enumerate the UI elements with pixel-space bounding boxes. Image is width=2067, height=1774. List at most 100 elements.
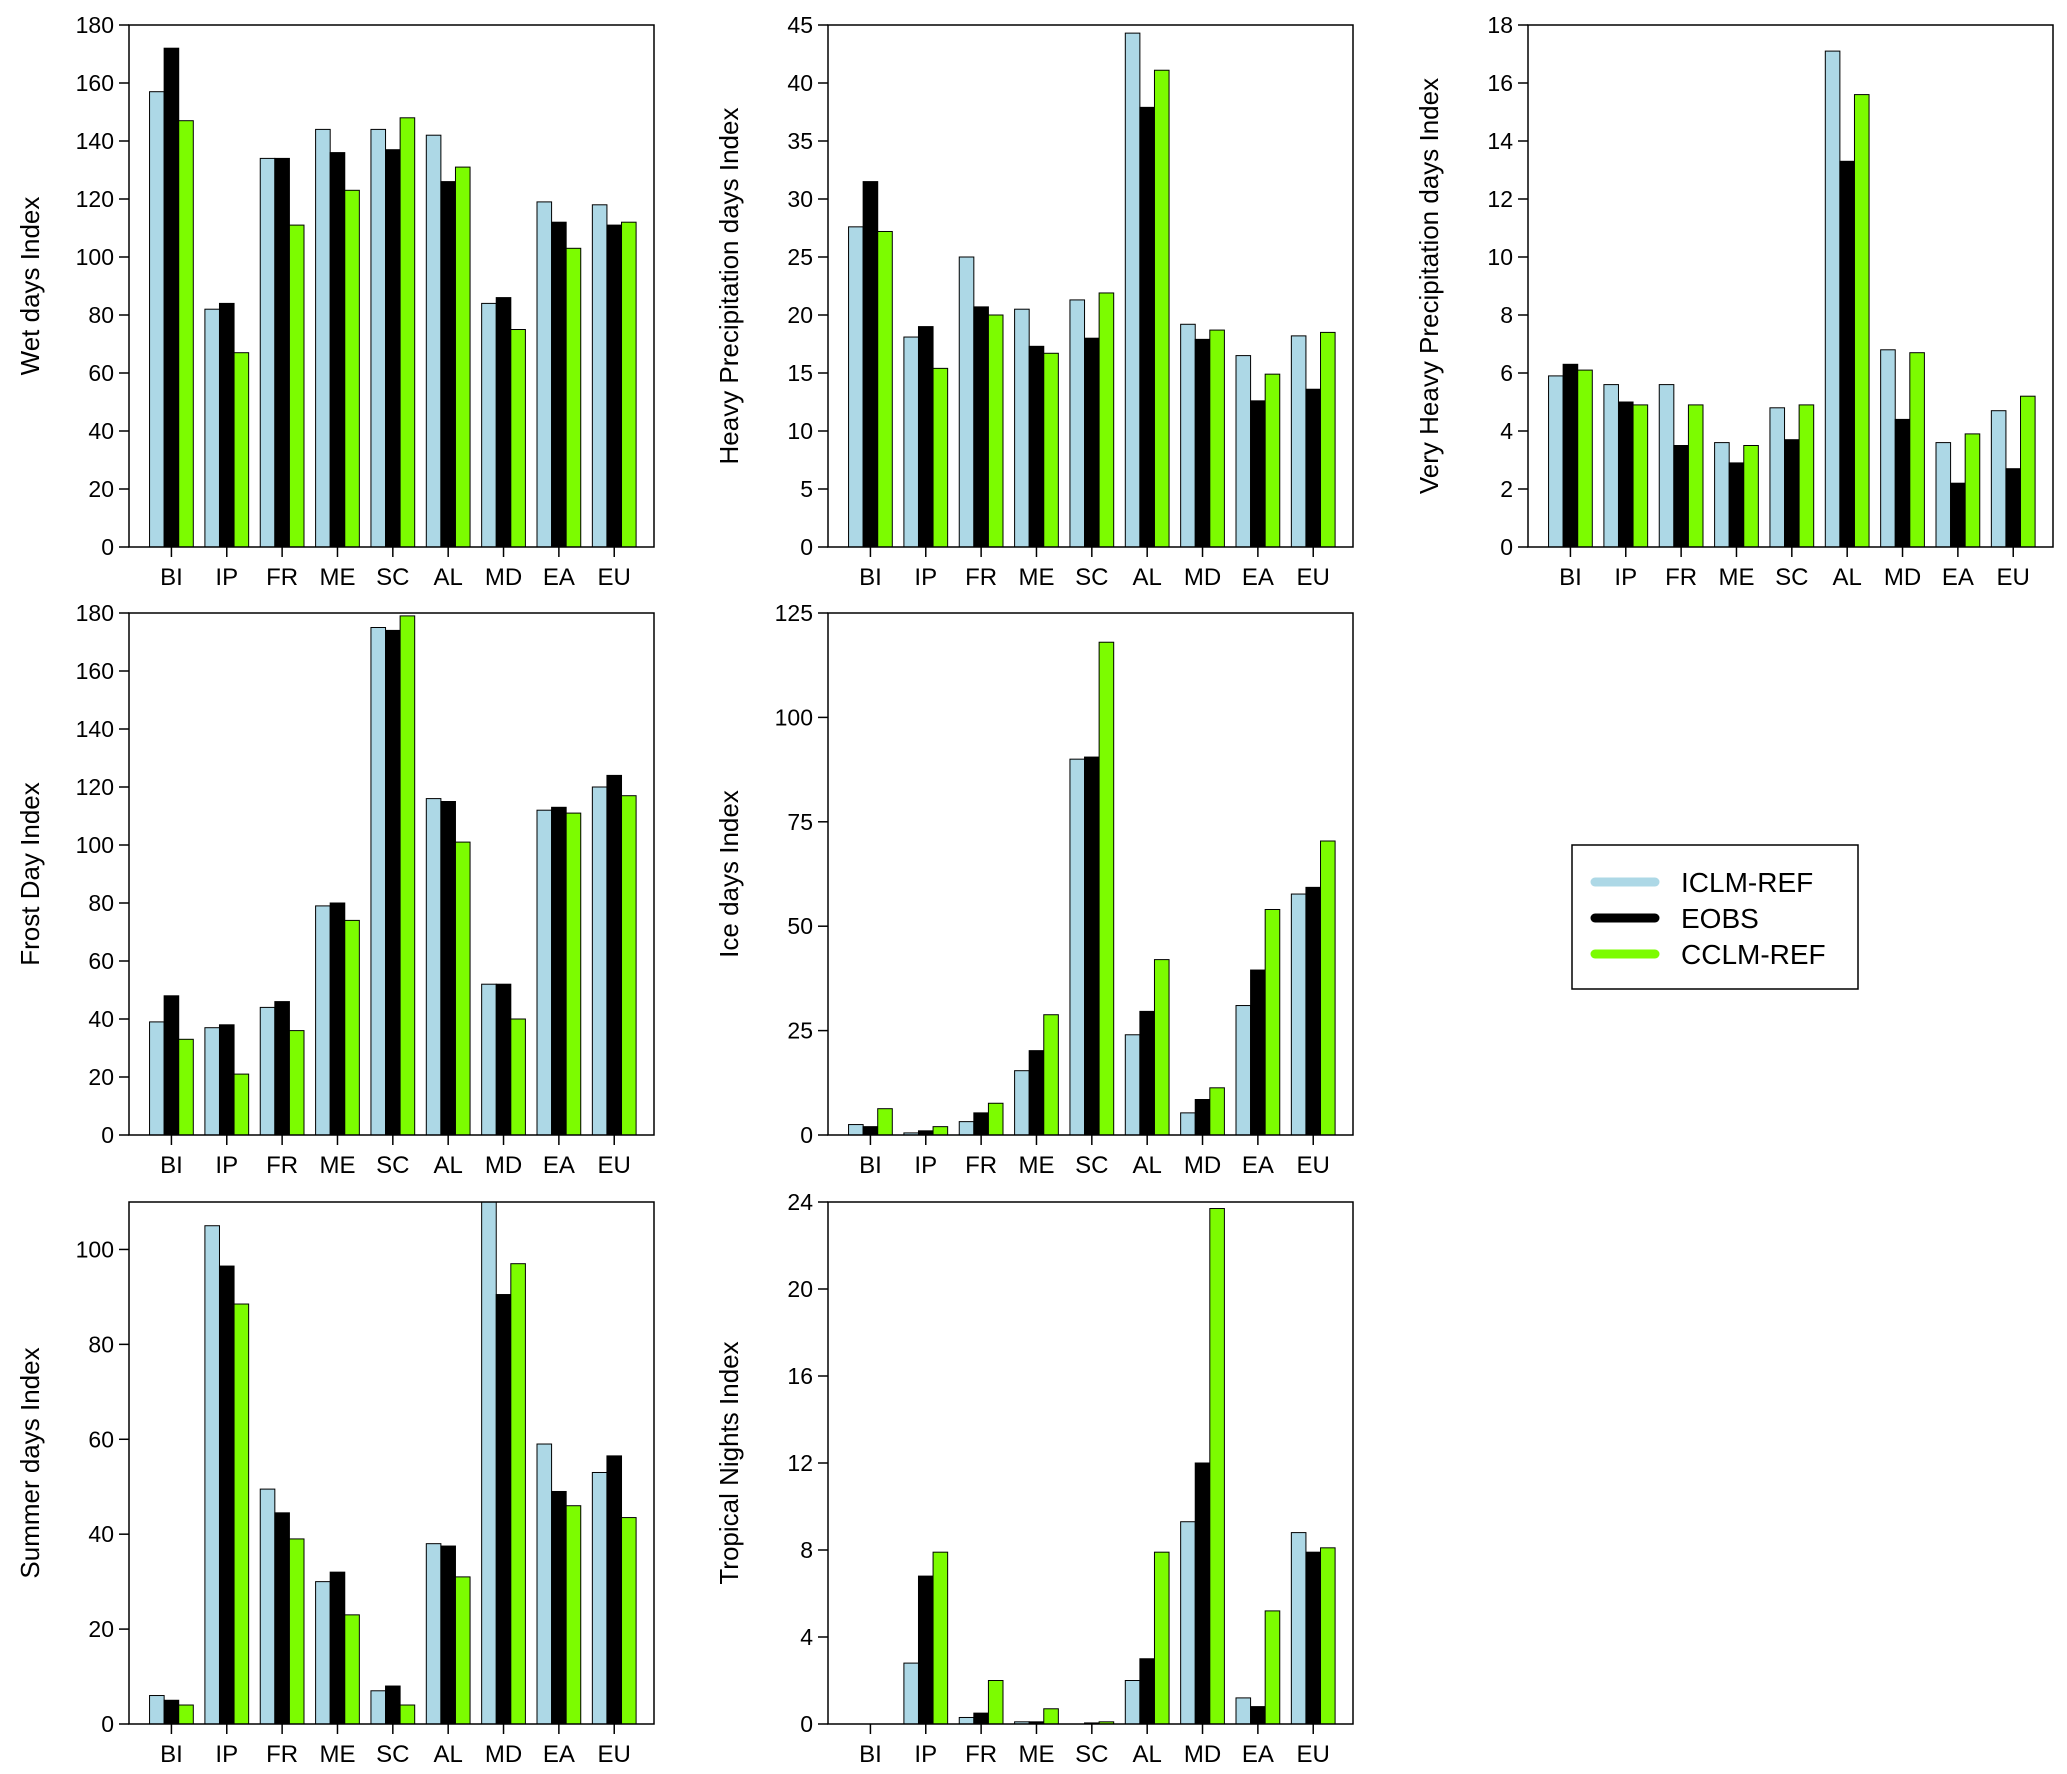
bar-ip-1 (218, 1265, 235, 1725)
x-tick-label-fr: FR (266, 1152, 298, 1179)
x-tick-label-me: ME (319, 1741, 355, 1768)
bar-me-0 (1014, 308, 1030, 548)
legend: ICLM-REF EOBS CCLM-REF (1571, 844, 1859, 990)
y-tick-label: 40 (88, 418, 114, 444)
y-tick-label: 5 (800, 476, 813, 502)
y-tick-label: 0 (800, 1122, 813, 1148)
bar-ea-0 (1235, 1005, 1252, 1136)
bar-ip-2 (233, 352, 250, 548)
y-axis-label: Very Heavy Precipitation days Index (1414, 78, 1444, 494)
x-tick-label-eu: EU (598, 564, 631, 591)
bar-ea-2 (1264, 1610, 1281, 1725)
y-tick-label: 0 (101, 534, 114, 560)
bar-me-1 (1028, 1050, 1045, 1136)
bar-eu-1 (1305, 886, 1322, 1136)
bar-bi-1 (163, 1699, 180, 1725)
x-tick-label-fr: FR (266, 564, 298, 591)
x-tick-label-bi: BI (859, 1741, 882, 1768)
bar-al-0 (1124, 1034, 1141, 1136)
bar-me-2 (1743, 445, 1759, 548)
bar-fr-1 (274, 157, 290, 548)
bar-md-1 (495, 1294, 512, 1725)
y-tick-label: 100 (76, 832, 114, 858)
y-tick-label: 60 (88, 1426, 114, 1452)
bar-al-1 (1139, 1010, 1155, 1136)
y-tick-label: 100 (775, 704, 813, 730)
plot-frame (1527, 24, 2054, 548)
x-tick-label-bi: BI (1559, 564, 1582, 591)
y-tick-label: 25 (787, 1018, 813, 1044)
y-tick-label: 10 (787, 418, 813, 444)
bar-fr-0 (958, 1121, 975, 1136)
bar-ip-0 (903, 336, 919, 548)
x-tick-label-eu: EU (598, 1152, 631, 1179)
bar-al-2 (1153, 1551, 1170, 1725)
chart-panel-2: 0 2 4 6 8 10 12 14 16 18 BI IP FR ME SC AL MD EA EU Very He… (1414, 12, 2054, 591)
bar-bi-2 (178, 1038, 194, 1136)
bar-al-1 (1139, 1658, 1155, 1725)
x-tick-label-md: MD (485, 1741, 522, 1768)
bar-sc-2 (399, 117, 416, 548)
y-tick-label: 8 (1500, 302, 1513, 328)
bar-ip-0 (204, 1027, 220, 1136)
bar-sc-0 (1769, 407, 1786, 548)
bar-ip-1 (1617, 401, 1634, 548)
y-axis-label: Summer days Index (15, 1347, 45, 1578)
y-tick-label: 25 (787, 244, 813, 270)
bar-fr-0 (1658, 384, 1675, 548)
y-tick-label: 160 (76, 658, 114, 684)
y-axis-label: Frost Day Index (15, 782, 45, 966)
bar-md-2 (510, 1263, 526, 1725)
bar-bi-1 (862, 1126, 879, 1136)
bar-sc-0 (1069, 758, 1086, 1136)
x-tick-label-me: ME (1718, 564, 1754, 591)
y-tick-label: 10 (1487, 244, 1513, 270)
bar-ea-1 (1250, 1706, 1266, 1725)
bar-al-0 (425, 134, 442, 548)
bar-md-2 (1909, 352, 1925, 548)
y-tick-label: 12 (787, 1450, 813, 1476)
x-tick-label-ea: EA (1942, 564, 1974, 591)
y-tick-label: 140 (76, 128, 114, 154)
x-tick-label-ip: IP (1614, 564, 1637, 591)
x-tick-label-sc: SC (1075, 564, 1108, 591)
y-tick-label: 45 (787, 12, 813, 38)
x-tick-label-bi: BI (859, 564, 882, 591)
bar-ea-2 (565, 1505, 582, 1725)
bar-fr-1 (274, 1512, 290, 1725)
bar-me-2 (1043, 1708, 1059, 1725)
y-tick-label: 16 (1487, 70, 1513, 96)
bar-md-1 (1194, 338, 1211, 548)
bar-sc-1 (1084, 756, 1100, 1136)
bar-ea-0 (1235, 1697, 1252, 1725)
bar-me-0 (315, 905, 331, 1136)
y-tick-label: 35 (787, 128, 813, 154)
x-tick-label-fr: FR (965, 1741, 997, 1768)
legend-label-cclm: CCLM-REF (1681, 939, 1826, 970)
y-axis-label: Wet days Index (15, 197, 45, 376)
y-tick-label: 140 (76, 716, 114, 742)
x-tick-label-fr: FR (1665, 564, 1697, 591)
x-tick-label-eu: EU (1297, 1741, 1330, 1768)
bar-eu-1 (2005, 468, 2022, 548)
chart-panel-1: 0 5 10 15 20 25 30 35 40 45 BI IP FR ME SC AL MD EA EU Heav… (714, 12, 1354, 591)
bar-me-1 (329, 152, 346, 548)
x-tick-label-eu: EU (1297, 1152, 1330, 1179)
bar-me-1 (1728, 462, 1745, 548)
bar-ip-2 (932, 367, 949, 548)
x-tick-label-al: AL (433, 1741, 462, 1768)
bar-bi-1 (1562, 363, 1579, 548)
chart-panel-3: 0 20 40 60 80 100 120 140 160 180 BI IP FR ME SC AL MD EA… (15, 600, 655, 1179)
y-tick-label: 0 (101, 1711, 114, 1737)
plot-frame (827, 612, 1354, 1136)
x-tick-label-ea: EA (543, 1741, 575, 1768)
bar-fr-0 (259, 157, 276, 548)
bar-ip-0 (204, 308, 220, 548)
bar-md-0 (1180, 323, 1196, 548)
x-tick-label-ea: EA (543, 1152, 575, 1179)
x-tick-label-ip: IP (914, 1741, 937, 1768)
bar-ip-2 (932, 1551, 949, 1725)
bar-ea-1 (551, 1490, 567, 1725)
bar-ip-1 (218, 302, 235, 548)
y-tick-label: 80 (88, 890, 114, 916)
